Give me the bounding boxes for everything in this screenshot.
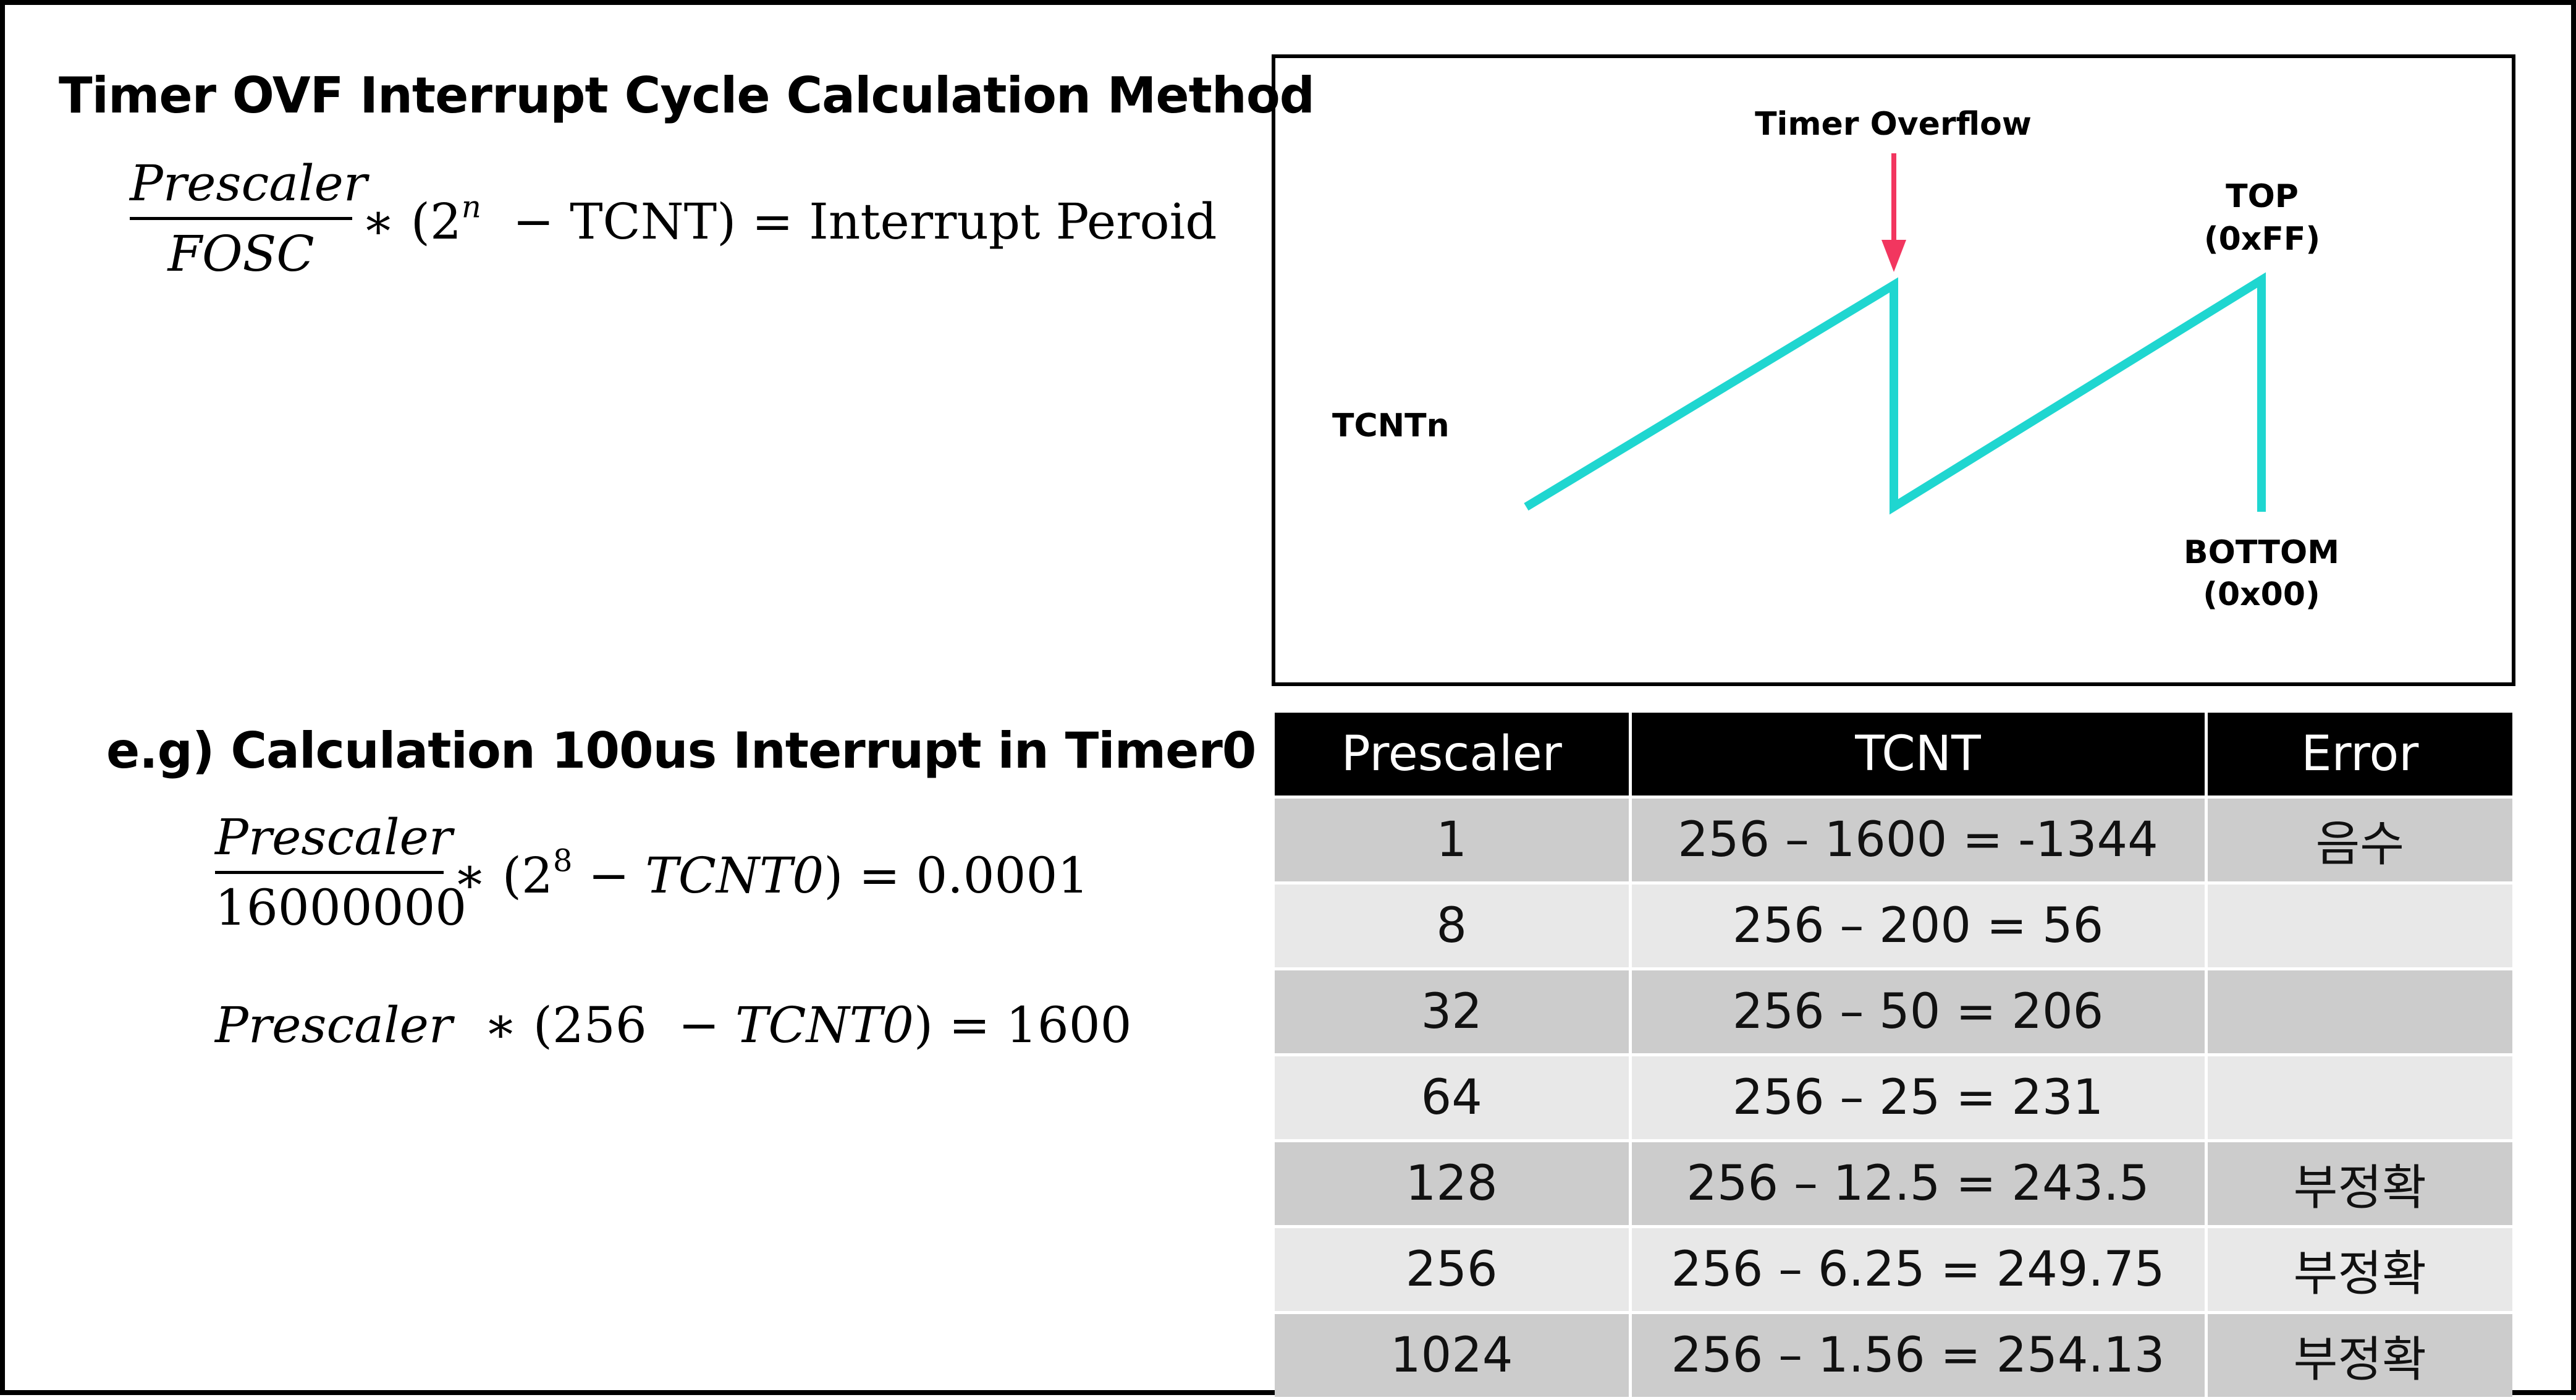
formula-minus: − xyxy=(572,847,646,904)
formula-exponent: n xyxy=(461,189,481,225)
header-prescaler: Prescaler xyxy=(1275,713,1632,799)
header-tcnt: TCNT xyxy=(1630,713,2208,799)
formula-tail: ) = 1600 xyxy=(913,996,1132,1054)
cell-prescaler: 8 xyxy=(1275,883,1632,970)
formula-variable-suffix: 0 xyxy=(882,996,914,1054)
formula-variable: Prescaler xyxy=(215,996,453,1054)
table-row: 64 256 – 25 = 231 xyxy=(1275,1054,2512,1142)
fraction-bar xyxy=(215,871,444,874)
table-row: 256 256 – 6.25 = 249.75 부정확 xyxy=(1275,1226,2512,1314)
cell-tcnt: 256 – 1600 = -1344 xyxy=(1630,797,2208,885)
timer-overflow-label: Timer Overflow xyxy=(1755,106,2032,143)
table-header-row: Prescaler TCNT Error xyxy=(1275,713,2512,799)
formula-operator: ∗ (256 − xyxy=(452,996,736,1054)
cell-prescaler: 256 xyxy=(1275,1226,1632,1314)
formula-variable: TCNT xyxy=(735,996,882,1054)
cell-prescaler: 32 xyxy=(1275,969,1632,1056)
cell-prescaler: 64 xyxy=(1275,1054,1632,1142)
cell-error: 부정확 xyxy=(2206,1140,2512,1228)
example-title: e.g) Calculation 100us Interrupt in Time… xyxy=(106,722,1256,779)
cell-error xyxy=(2206,969,2512,1056)
cell-tcnt: 256 – 200 = 56 xyxy=(1630,883,2208,970)
general-formula-rest: ∗ (2n − TCNT) = Interrupt Peroid xyxy=(361,191,1217,250)
example-fraction: Prescaler 16000000 xyxy=(215,808,467,936)
formula-operator: ∗ (2 xyxy=(453,847,553,904)
cell-tcnt: 256 – 50 = 206 xyxy=(1630,969,2208,1056)
timer-diagram-box xyxy=(1272,54,2515,686)
header-error: Error xyxy=(2206,713,2512,799)
fraction-bar xyxy=(130,217,352,220)
example-formula: Prescaler 16000000 ∗ (28 − TCNT0) = 0.00… xyxy=(215,808,1089,944)
cell-tcnt: 256 – 12.5 = 243.5 xyxy=(1630,1140,2208,1228)
prescaler-table: Prescaler TCNT Error 1 256 – 1600 = -134… xyxy=(1275,713,2512,1400)
cell-error: 부정확 xyxy=(2206,1312,2512,1400)
cell-tcnt: 256 – 25 = 231 xyxy=(1630,1054,2208,1142)
fraction-denominator: 16000000 xyxy=(215,879,467,936)
cell-tcnt: 256 – 6.25 = 249.75 xyxy=(1630,1226,2208,1314)
table-row: 32 256 – 50 = 206 xyxy=(1275,969,2512,1056)
sawtooth-wave xyxy=(1524,272,2266,515)
table-row: 8 256 – 200 = 56 xyxy=(1275,883,2512,970)
example-formula-rest: ∗ (28 − TCNT0) = 0.0001 xyxy=(453,845,1089,904)
timer-diagram: Timer Overflow TOP (0xFF) TCNTn BOTTOM (… xyxy=(1332,106,2339,613)
overflow-arrow-head xyxy=(1881,240,1906,272)
cell-error xyxy=(2206,883,2512,970)
cell-tcnt: 256 – 1.56 = 254.13 xyxy=(1630,1312,2208,1400)
bottom-label: BOTTOM xyxy=(2184,534,2339,571)
table-row: 1024 256 – 1.56 = 254.13 부정확 xyxy=(1275,1312,2512,1400)
bottom-value-label: (0x00) xyxy=(2203,576,2320,613)
cell-error: 음수 xyxy=(2206,797,2512,885)
cell-error: 부정확 xyxy=(2206,1226,2512,1314)
table-row: 1 256 – 1600 = -1344 음수 xyxy=(1275,797,2512,885)
simplified-formula: Prescaler ∗ (256 − TCNT0) = 1600 xyxy=(215,996,1132,1054)
cell-prescaler: 128 xyxy=(1275,1140,1632,1228)
top-label: TOP xyxy=(2226,178,2299,215)
table-row: 128 256 – 12.5 = 243.5 부정확 xyxy=(1275,1140,2512,1228)
general-formula: Prescaler FOSC ∗ (2n − TCNT) = Interrupt… xyxy=(130,155,1217,291)
top-value-label: (0xFF) xyxy=(2204,221,2320,258)
fraction-numerator: Prescaler xyxy=(130,155,368,212)
cell-error xyxy=(2206,1054,2512,1142)
tcntn-label: TCNTn xyxy=(1332,407,1450,444)
fraction-denominator: FOSC xyxy=(167,225,315,282)
fraction-numerator: Prescaler xyxy=(215,808,453,866)
formula-variable-suffix: 0 xyxy=(792,847,824,904)
cell-prescaler: 1 xyxy=(1275,797,1632,885)
formula-tail: ) = 0.0001 xyxy=(824,847,1089,904)
page-title: Timer OVF Interrupt Cycle Calculation Me… xyxy=(59,67,1315,124)
formula-operator: ∗ (2 xyxy=(361,193,462,250)
formula-exponent: 8 xyxy=(552,842,573,879)
formula-tail: − TCNT) = Interrupt Peroid xyxy=(481,193,1217,250)
cell-prescaler: 1024 xyxy=(1275,1312,1632,1400)
formula-variable: TCNT xyxy=(645,847,793,904)
general-fraction: Prescaler FOSC xyxy=(130,155,368,282)
